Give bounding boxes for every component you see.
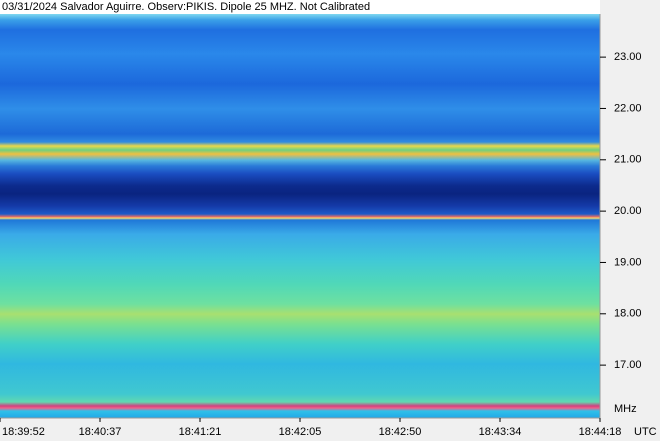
- chart-title: 03/31/2024 Salvador Aguirre. Observ:PIKI…: [2, 1, 370, 13]
- x-tick-label: 18:40:37: [79, 426, 122, 438]
- spectrogram-image: [0, 14, 600, 418]
- y-tick-label: 19.00: [614, 256, 642, 268]
- y-tick-label: 21.00: [614, 154, 642, 166]
- y-tick-label: 18.00: [614, 308, 642, 320]
- y-unit: MHz: [614, 403, 637, 415]
- x-unit: UTC: [634, 426, 657, 438]
- x-tick-label: 18:43:34: [479, 426, 522, 438]
- y-tick-label: 20.00: [614, 205, 642, 217]
- y-tick-label: 17.00: [614, 359, 642, 371]
- x-tick-label: 18:44:18: [579, 426, 622, 438]
- x-tick-label: 18:39:52: [2, 426, 45, 438]
- y-tick-label: 23.00: [614, 51, 642, 63]
- y-tick-label: 22.00: [614, 102, 642, 114]
- title-bar: [0, 0, 600, 14]
- x-tick-label: 18:42:50: [379, 426, 422, 438]
- x-tick-label: 18:42:05: [279, 426, 322, 438]
- x-tick-label: 18:41:21: [179, 426, 222, 438]
